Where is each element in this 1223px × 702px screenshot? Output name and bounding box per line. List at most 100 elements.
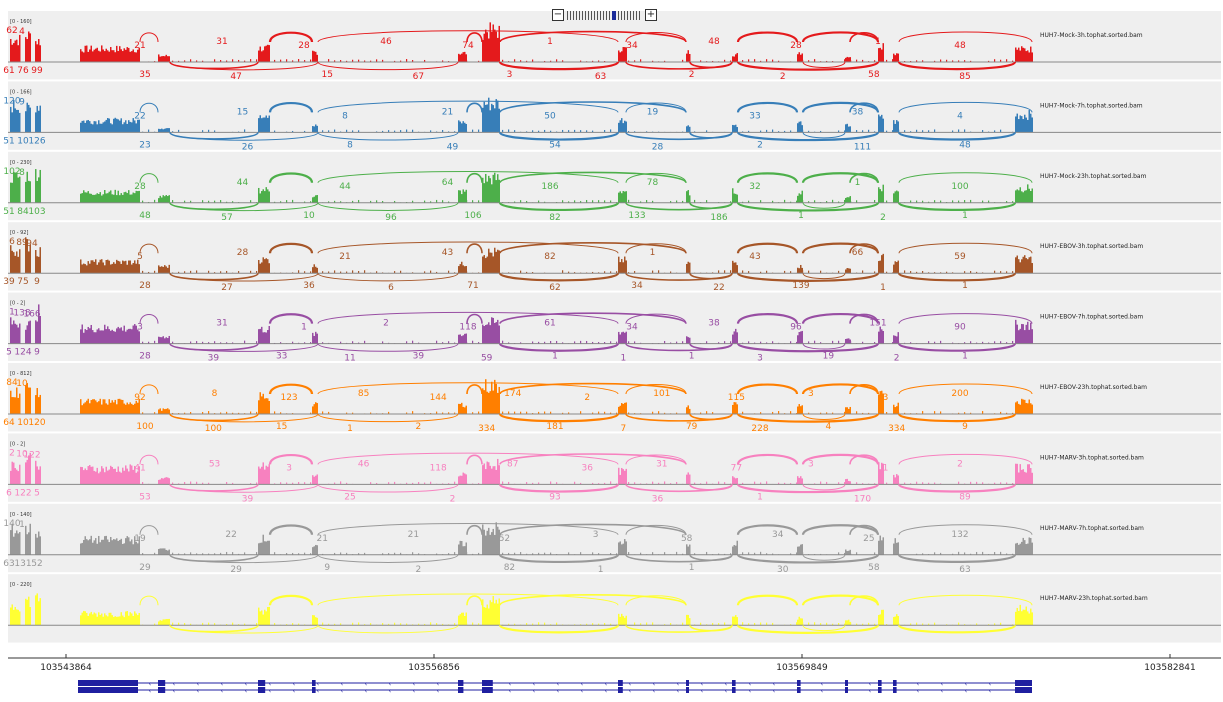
zoom-in-button[interactable]: + bbox=[645, 9, 657, 21]
coverage-bar bbox=[15, 173, 17, 203]
coverage-bar bbox=[1024, 400, 1026, 414]
zoom-tick[interactable] bbox=[594, 11, 595, 20]
junction-count-label: 9 bbox=[324, 563, 330, 573]
junction-count-label: 19 bbox=[134, 534, 146, 544]
coverage-bar bbox=[121, 473, 123, 485]
zoom-tick[interactable] bbox=[591, 11, 592, 20]
junction-count-label: 92 bbox=[134, 393, 145, 403]
zoom-tick[interactable] bbox=[603, 11, 604, 20]
zoom-current-tick[interactable] bbox=[612, 11, 616, 20]
junction-count-label: 21 bbox=[408, 530, 419, 540]
left-count-label: 5 bbox=[6, 348, 12, 358]
coverage-bar bbox=[494, 108, 496, 132]
coverage-bar bbox=[16, 530, 18, 554]
strand-arrow: ‹ bbox=[917, 687, 920, 695]
coverage-bar bbox=[118, 467, 120, 485]
junction-count-label: 90 bbox=[954, 323, 966, 333]
zoom-tick[interactable] bbox=[573, 11, 574, 20]
zoom-tick[interactable] bbox=[585, 11, 586, 20]
coverage-bar bbox=[264, 399, 266, 414]
coverage-bar bbox=[100, 124, 102, 133]
zoom-tick[interactable] bbox=[579, 11, 580, 20]
coverage-bar bbox=[895, 616, 897, 625]
junction-count-label: 118 bbox=[459, 323, 476, 333]
coverage-bar bbox=[125, 612, 127, 626]
coverage-bar bbox=[623, 47, 625, 62]
coverage-bar bbox=[128, 329, 130, 344]
coverage-bar bbox=[484, 530, 486, 555]
coverage-bar bbox=[88, 616, 90, 625]
zoom-tick[interactable] bbox=[624, 11, 625, 20]
zoom-tick[interactable] bbox=[618, 11, 619, 20]
coverage-bar bbox=[1015, 47, 1017, 62]
coverage-bar bbox=[83, 190, 85, 203]
coverage-bar bbox=[626, 122, 628, 133]
junction-count-label: 36 bbox=[582, 463, 594, 473]
left-count-label: 1 bbox=[19, 520, 25, 530]
zoom-control[interactable]: − + bbox=[552, 9, 657, 21]
junction-count-label: 28 bbox=[134, 182, 146, 192]
coverage-bar bbox=[167, 408, 169, 414]
coverage-bar bbox=[487, 531, 489, 555]
coverage-bar bbox=[1015, 190, 1017, 202]
coverage-bar bbox=[98, 328, 100, 343]
junction-count-label: 22 bbox=[225, 530, 236, 540]
zoom-tick[interactable] bbox=[576, 11, 577, 20]
zoom-tick[interactable] bbox=[597, 11, 598, 20]
junction-count-label: 74 bbox=[462, 41, 474, 51]
coverage-bar bbox=[1024, 330, 1026, 344]
coverage-bar bbox=[496, 32, 498, 62]
coverage-bar bbox=[1027, 403, 1029, 414]
zoom-level-ticks[interactable] bbox=[567, 11, 642, 20]
junction-count-label: 1 bbox=[547, 37, 553, 47]
zoom-tick[interactable] bbox=[606, 11, 607, 20]
coverage-bar bbox=[88, 52, 90, 62]
zoom-tick[interactable] bbox=[582, 11, 583, 20]
coverage-bar bbox=[880, 536, 882, 555]
zoom-out-button[interactable]: − bbox=[552, 9, 564, 21]
junction-count-label: 3 bbox=[883, 393, 889, 403]
coverage-bar bbox=[12, 604, 14, 625]
coverage-bar bbox=[484, 463, 486, 484]
zoom-tick[interactable] bbox=[639, 11, 640, 20]
coverage-bar bbox=[484, 390, 486, 414]
coverage-bar bbox=[1030, 538, 1032, 555]
coverage-bar bbox=[25, 526, 27, 555]
left-count-label: 5 bbox=[34, 488, 40, 498]
coverage-bar bbox=[12, 183, 14, 203]
junction-count-label: 54 bbox=[549, 140, 561, 150]
junction-count-label: 1 bbox=[855, 178, 861, 188]
coverage-bar bbox=[130, 122, 132, 133]
coverage-bar bbox=[136, 191, 138, 203]
coverage-bar bbox=[164, 548, 166, 554]
coverage-bar bbox=[493, 256, 495, 273]
coverage-bar bbox=[16, 40, 18, 62]
zoom-tick[interactable] bbox=[630, 11, 631, 20]
coverage-bar bbox=[134, 611, 136, 625]
coverage-bar bbox=[130, 464, 132, 484]
junction-count-label: 28 bbox=[298, 41, 310, 51]
coverage-bar bbox=[1020, 51, 1022, 62]
coverage-bar bbox=[85, 468, 87, 484]
coverage-bar bbox=[85, 329, 87, 344]
zoom-tick[interactable] bbox=[567, 11, 568, 20]
zoom-tick[interactable] bbox=[636, 11, 637, 20]
zoom-tick[interactable] bbox=[633, 11, 634, 20]
junction-count-label: 26 bbox=[242, 142, 254, 152]
zoom-tick[interactable] bbox=[588, 11, 589, 20]
coverage-bar bbox=[83, 404, 85, 414]
zoom-tick[interactable] bbox=[570, 11, 571, 20]
coverage-bar bbox=[799, 617, 801, 625]
coverage-bar bbox=[799, 404, 801, 414]
zoom-tick[interactable] bbox=[600, 11, 601, 20]
track-name: HUH7-Mock-23h.tophat.sorted.bam bbox=[1040, 173, 1147, 180]
zoom-tick[interactable] bbox=[627, 11, 628, 20]
coverage-bar bbox=[121, 400, 123, 414]
coverage-bar bbox=[264, 259, 266, 273]
coverage-bar bbox=[1029, 189, 1031, 203]
zoom-tick[interactable] bbox=[621, 11, 622, 20]
coverage-bar bbox=[689, 195, 691, 202]
coverage-bar bbox=[116, 260, 118, 273]
zoom-tick[interactable] bbox=[609, 11, 610, 20]
coverage-bar bbox=[30, 388, 32, 414]
